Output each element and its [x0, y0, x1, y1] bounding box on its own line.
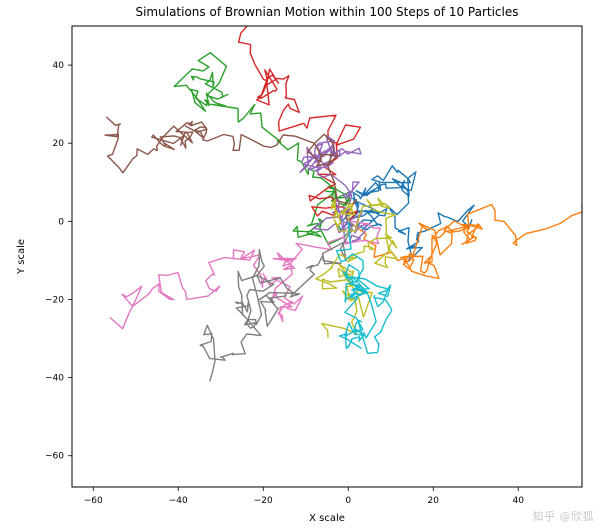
svg-text:Simulations of Brownian Motion: Simulations of Brownian Motion within 10… [135, 5, 518, 19]
svg-text:0: 0 [345, 496, 351, 506]
svg-text:0: 0 [58, 217, 64, 227]
svg-text:−20: −20 [45, 295, 64, 305]
y-axis-label: Y scale [16, 239, 27, 275]
x-axis-label: X scale [309, 513, 345, 524]
brownian-motion-chart: Simulations of Brownian Motion within 10… [0, 0, 600, 528]
svg-text:20: 20 [53, 139, 65, 149]
svg-text:−40: −40 [45, 374, 64, 384]
svg-text:40: 40 [53, 61, 65, 71]
svg-text:−60: −60 [84, 496, 103, 506]
svg-text:−60: −60 [45, 452, 64, 462]
chart-svg: Simulations of Brownian Motion within 10… [0, 0, 600, 528]
svg-text:−20: −20 [254, 496, 273, 506]
svg-text:40: 40 [513, 496, 525, 506]
watermark: 知乎 @欣狐 [533, 508, 595, 524]
svg-text:20: 20 [428, 496, 440, 506]
svg-text:−40: −40 [169, 496, 188, 506]
